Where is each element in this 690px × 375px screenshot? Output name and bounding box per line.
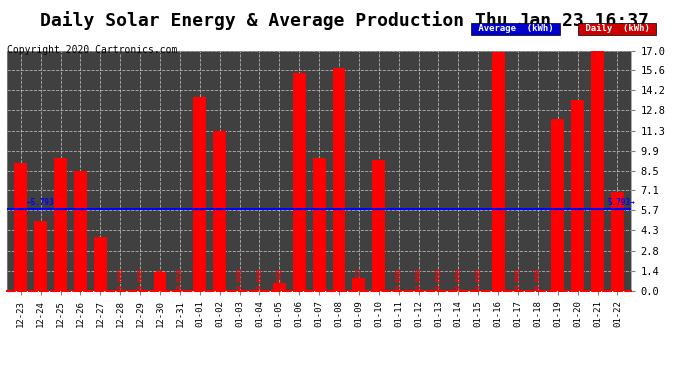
Text: 5.793→: 5.793→ (607, 198, 635, 207)
Text: 0.000: 0.000 (475, 268, 481, 290)
Text: 9.404: 9.404 (57, 268, 63, 290)
Text: 3.800: 3.800 (97, 268, 104, 290)
Text: 13.700: 13.700 (197, 264, 203, 290)
Text: 0.016: 0.016 (177, 268, 183, 290)
Bar (14, 163, 28, 291)
Text: 9.276: 9.276 (376, 268, 382, 290)
Text: 12.184: 12.184 (555, 264, 561, 290)
Bar (611, 192, 624, 291)
Bar (591, 51, 604, 291)
Text: 16.936: 16.936 (495, 264, 501, 290)
Text: 0.000: 0.000 (515, 268, 521, 290)
Bar (213, 131, 226, 291)
Bar (551, 118, 564, 291)
Text: 13.496: 13.496 (575, 264, 581, 290)
Bar (54, 158, 67, 291)
Text: ←5.793: ←5.793 (27, 198, 55, 207)
Bar (313, 159, 326, 291)
Text: 9.036: 9.036 (18, 268, 24, 290)
Text: 9.360: 9.360 (316, 268, 322, 290)
Text: 15.396: 15.396 (296, 264, 302, 290)
Text: 8.464: 8.464 (77, 268, 83, 290)
Bar (154, 273, 166, 291)
Text: 0.000: 0.000 (117, 268, 124, 290)
Bar (492, 51, 504, 291)
Bar (34, 220, 47, 291)
Text: 6.956: 6.956 (614, 268, 620, 290)
Text: 0.000: 0.000 (435, 268, 442, 290)
Bar (94, 237, 107, 291)
Text: 0.000: 0.000 (395, 268, 402, 290)
Text: 0.000: 0.000 (137, 268, 143, 290)
Text: 0.548: 0.548 (277, 268, 282, 290)
Bar (373, 160, 385, 291)
Text: Average  (kWh): Average (kWh) (473, 24, 559, 33)
Text: Daily  (kWh): Daily (kWh) (580, 24, 655, 33)
Bar (353, 278, 366, 291)
Bar (193, 97, 206, 291)
Bar (571, 100, 584, 291)
Text: 0.000: 0.000 (455, 268, 462, 290)
Text: 0.912: 0.912 (356, 268, 362, 290)
Text: 1.284: 1.284 (157, 268, 163, 290)
Bar (293, 73, 306, 291)
Bar (273, 283, 286, 291)
Text: 0.000: 0.000 (237, 268, 243, 290)
Text: 0.000: 0.000 (535, 268, 541, 290)
Text: 0.000: 0.000 (415, 268, 422, 290)
Text: Daily Solar Energy & Average Production Thu Jan 23 16:37: Daily Solar Energy & Average Production … (41, 11, 649, 30)
Text: 15.736: 15.736 (336, 264, 342, 290)
Text: Copyright 2020 Cartronics.com: Copyright 2020 Cartronics.com (7, 45, 177, 55)
Bar (74, 171, 87, 291)
Text: 11.308: 11.308 (217, 264, 223, 290)
Text: 17.012: 17.012 (595, 264, 600, 290)
Bar (333, 69, 346, 291)
Text: 4.960: 4.960 (38, 268, 43, 290)
Text: 0.000: 0.000 (257, 268, 262, 290)
